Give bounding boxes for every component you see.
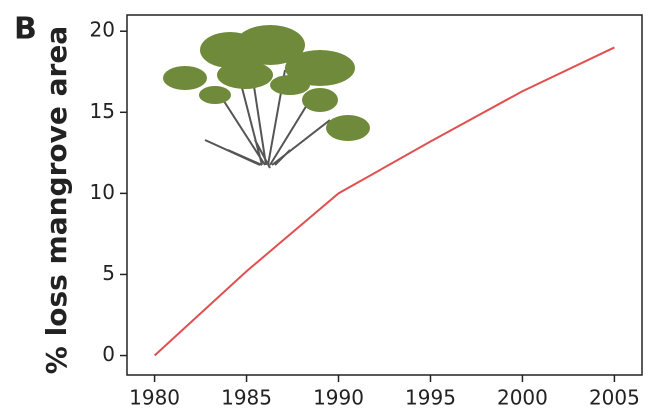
mangrove-illustration [163, 25, 370, 169]
y-tick-label: 15 [90, 99, 115, 123]
y-axis-label: % loss mangrove area [40, 26, 73, 374]
y-tick-label: 20 [90, 18, 115, 42]
x-tick-label: 1990 [313, 386, 364, 410]
y-tick-label: 0 [102, 342, 115, 366]
x-tick-label: 1995 [405, 386, 456, 410]
x-tick-label: 1980 [129, 386, 180, 410]
panel-label: B [14, 12, 37, 47]
data-line [153, 46, 615, 357]
plot-frame [126, 14, 643, 376]
x-tick-label: 2000 [497, 386, 548, 410]
y-tick-label: 5 [102, 261, 115, 285]
x-tick-label: 2005 [589, 386, 640, 410]
x-tick-label: 1985 [221, 386, 272, 410]
y-tick-label: 10 [90, 180, 115, 204]
